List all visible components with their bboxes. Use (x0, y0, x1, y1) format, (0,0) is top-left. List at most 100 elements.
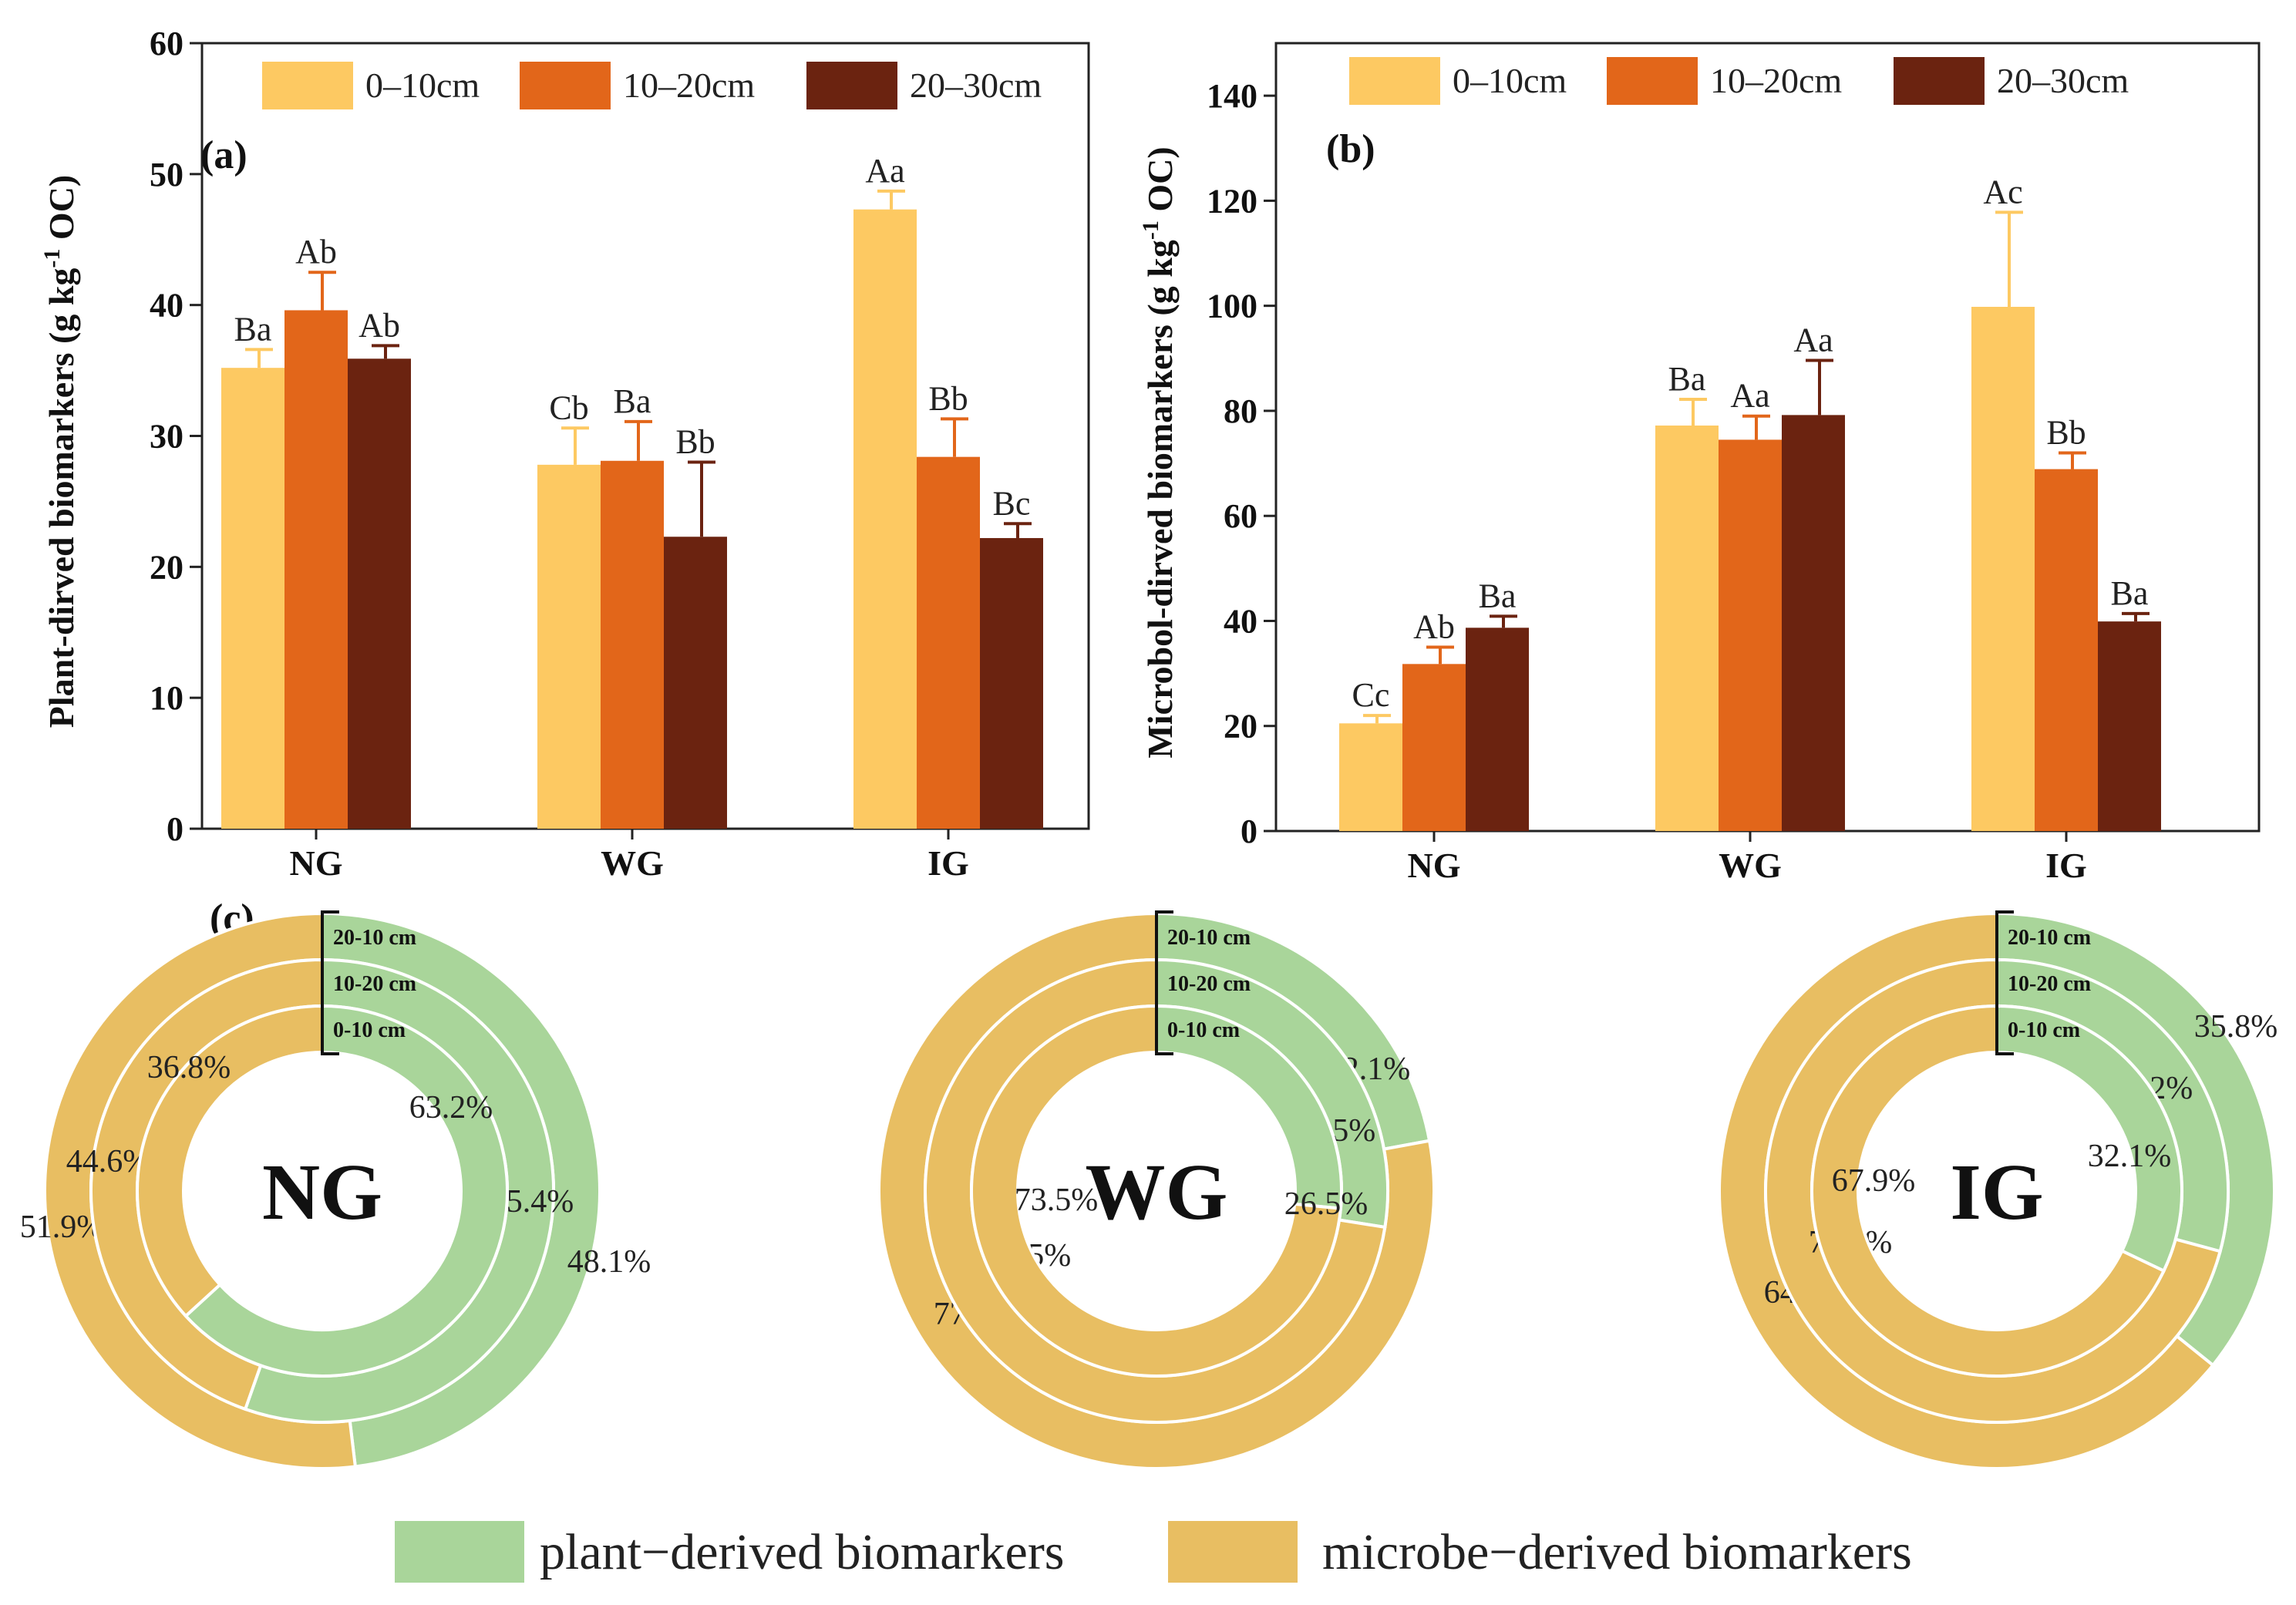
y-axis-title: Microbol-dirved biomarkers (g kg-1 OC) (1138, 146, 1180, 758)
y-tick-label: 80 (1224, 392, 1257, 430)
bar-significance-label: Bb (675, 422, 715, 460)
bar-significance-label: Bb (928, 379, 968, 417)
bar (853, 209, 917, 829)
y-tick-label: 0 (167, 810, 183, 848)
y-tick-label: 40 (1224, 602, 1257, 640)
donut-center-label: NG (262, 1148, 382, 1237)
microbe-percent-label: 36.8% (147, 1050, 231, 1085)
donut-ig: 35.8%64.2%29.2%70.8%32.1%67.9%20-10 cm10… (1718, 910, 2278, 1470)
legend-swatch (520, 62, 611, 109)
microbe-percent-label: 73.5% (1015, 1183, 1099, 1218)
x-category-label: IG (2045, 846, 2087, 885)
plant-percent-label: 48.1% (567, 1244, 651, 1280)
y-axis-title-sup: -1 (1138, 220, 1163, 240)
legend-label: 20‒30cm (1997, 61, 2129, 100)
bar (1339, 723, 1402, 831)
bar (664, 537, 727, 829)
microbe-percent-label: 44.6% (66, 1144, 150, 1179)
bar-significance-label: Bc (993, 484, 1031, 522)
microbe-percent-label: 67.9% (1832, 1163, 1916, 1199)
x-category-label: WG (1719, 846, 1782, 885)
ring-bracket (321, 910, 339, 1055)
ring-bracket (1155, 910, 1173, 1055)
donut-segment-plant (183, 1004, 509, 1378)
bar (221, 368, 284, 829)
donut-ng: 48.1%51.9%55.4%44.6%63.2%36.8%20-10 cm10… (20, 910, 651, 1470)
legend-swatch (262, 62, 353, 109)
donut-segment-microbe (136, 1004, 324, 1318)
legend-swatch (806, 62, 897, 109)
bar-significance-label: Aa (1793, 321, 1833, 359)
y-tick-label: 60 (150, 25, 183, 62)
bar (601, 460, 664, 829)
y-axis-title: Plant-dirved biomarkers (g kg-1 OC) (39, 175, 81, 728)
bar (284, 310, 348, 829)
donut-center-label: IG (1950, 1148, 2043, 1237)
legend-label: 0‒10cm (365, 66, 480, 105)
bar (1402, 664, 1466, 831)
legend-swatch-microbe (1168, 1521, 1298, 1583)
y-axis-title-main: Microbol-dirved biomarkers (g kg (1140, 240, 1180, 758)
y-tick-label: 20 (150, 548, 183, 586)
y-tick-label: 0 (1241, 813, 1257, 850)
bar (1782, 415, 1845, 831)
bar-significance-label: Ab (359, 306, 400, 344)
bar-significance-label: Ba (1479, 577, 1517, 614)
bar-chart-a: 0 10 20 30 40 50 60 Plant-dirved biomarkers (g … (39, 25, 1090, 883)
ring-depth-label: 20-10 cm (1167, 926, 1251, 950)
legend-label: 10‒20cm (623, 66, 755, 105)
bar (980, 537, 1043, 829)
ring-depth-label: 10-20 cm (1167, 972, 1251, 996)
y-tick-label: 40 (150, 287, 183, 325)
bar (917, 456, 980, 829)
ring-depth-label: 0-10 cm (2008, 1018, 2080, 1042)
legend-label: 20‒30cm (910, 66, 1042, 105)
x-category-label: NG (290, 843, 343, 883)
bar-significance-label: Ba (614, 382, 651, 420)
y-axis-title-tail: OC) (1140, 146, 1180, 220)
bar-significance-label: Ab (295, 233, 337, 271)
legend-swatch (1894, 57, 1985, 105)
bar-significance-label: Ba (234, 310, 272, 348)
plant-percent-label: 35.8% (2194, 1009, 2278, 1045)
legend-label: 10‒20cm (1710, 61, 1842, 100)
legend-swatch (1607, 57, 1698, 105)
legend-label-plant: plant−derived biomarkers (540, 1524, 1065, 1580)
y-tick-label: 30 (150, 418, 183, 456)
y-tick-label: 120 (1207, 182, 1257, 220)
bar-significance-label: Aa (1730, 377, 1769, 415)
y-tick-label: 50 (150, 156, 183, 193)
plant-percent-label: 32.1% (2088, 1139, 2172, 1174)
y-axis-title-main: Plant-dirved biomarkers (g kg (42, 268, 81, 728)
donut-segment-microbe (1810, 1004, 2166, 1378)
ring-depth-label: 10-20 cm (333, 972, 416, 996)
donut-legend: plant−derived biomarkers microbe−derived … (395, 1521, 1912, 1583)
bar (537, 464, 601, 829)
bar-significance-label: Ba (2111, 574, 2149, 612)
panel-label: (b) (1326, 127, 1375, 171)
bar-chart-b: 0 20 40 60 80 100 120 140 Microbol-dirved biomar… (1138, 42, 2261, 885)
donut-center-label: WG (1086, 1148, 1228, 1237)
legend-label: 0‒10cm (1453, 61, 1567, 100)
y-tick-label: 60 (1224, 497, 1257, 535)
ring-bracket (1995, 910, 2014, 1055)
bar (348, 358, 411, 829)
bar-significance-label: Cc (1352, 676, 1390, 714)
ring-depth-label: 0-10 cm (333, 1018, 406, 1042)
bar (2035, 469, 2098, 831)
bar (1655, 426, 1719, 831)
bar-significance-label: Aa (865, 152, 904, 190)
bar-significance-label: Ab (1413, 608, 1455, 646)
y-tick-label: 140 (1207, 77, 1257, 115)
ring-depth-label: 0-10 cm (1167, 1018, 1240, 1042)
bar-significance-label: Bb (2046, 413, 2086, 451)
x-category-label: NG (1408, 846, 1461, 885)
bar (1971, 307, 2035, 832)
y-axis-title-sup: -1 (39, 249, 65, 268)
legend-swatch (1349, 57, 1440, 105)
plant-percent-label: 63.2% (409, 1090, 493, 1126)
bar (1719, 439, 1782, 831)
legend-swatch-plant (395, 1521, 524, 1583)
y-tick-label: 20 (1224, 708, 1257, 745)
